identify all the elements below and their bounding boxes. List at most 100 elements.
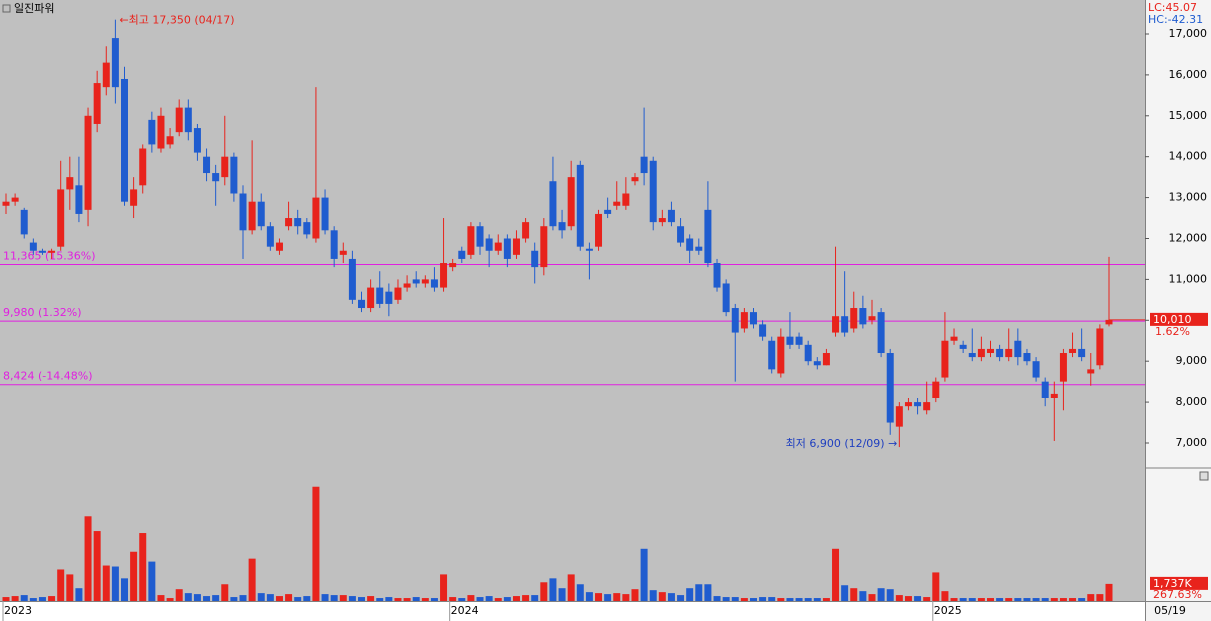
- volume-bar: [57, 569, 65, 601]
- y-tick-label: 9,000: [1176, 354, 1208, 367]
- volume-bar: [622, 594, 630, 601]
- y-tick-label: 11,000: [1169, 272, 1208, 285]
- volume-change: 267.63%: [1153, 588, 1202, 601]
- volume-bar: [148, 561, 156, 601]
- candle-body: [1069, 348, 1077, 354]
- y-tick-label: 7,000: [1176, 436, 1208, 449]
- candle-body: [275, 242, 283, 251]
- volume-bar: [841, 585, 849, 601]
- candle-body: [358, 299, 366, 309]
- candle-body: [303, 222, 311, 235]
- volume-bar: [248, 558, 256, 601]
- volume-bar: [1050, 598, 1058, 601]
- candle-body: [749, 312, 757, 325]
- current-price: 10,010: [1153, 313, 1192, 326]
- volume-bar: [749, 598, 757, 601]
- volume-bar: [914, 596, 922, 601]
- candle-body: [29, 242, 37, 251]
- level-label: 11,365 (15.36%): [3, 249, 96, 262]
- candle-body: [385, 291, 393, 304]
- y-tick-label: 12,000: [1169, 231, 1208, 244]
- volume-bar: [102, 565, 110, 601]
- candle-body: [111, 38, 119, 88]
- candle-body: [2, 201, 10, 206]
- volume-bar: [358, 597, 366, 601]
- candle-body: [895, 406, 903, 427]
- volume-bar: [2, 597, 10, 601]
- volume-bar: [485, 596, 493, 601]
- volume-bar: [440, 574, 448, 601]
- volume-bar: [640, 548, 648, 601]
- candle-body: [996, 348, 1004, 358]
- volume-bar: [449, 597, 457, 601]
- candle-body: [476, 226, 484, 247]
- candle-body: [285, 218, 293, 227]
- candle-body: [777, 336, 785, 374]
- volume-bar: [376, 598, 384, 601]
- volume-bar: [886, 589, 894, 601]
- volume-bar: [403, 598, 411, 601]
- volume-bar: [20, 595, 28, 601]
- candle-body: [731, 308, 739, 333]
- candle-body: [813, 361, 821, 366]
- volume-bar: [394, 598, 402, 601]
- volume-bar: [822, 598, 830, 601]
- candle-body: [503, 238, 511, 259]
- volume-bar: [868, 594, 876, 601]
- candle-body: [1014, 340, 1022, 358]
- menu-box[interactable]: [2, 4, 11, 13]
- price-panel: [0, 0, 1145, 467]
- volume-bar: [512, 596, 520, 601]
- candle-body: [166, 136, 174, 145]
- x-current-label: 05/19: [1154, 604, 1186, 617]
- volume-bar: [385, 597, 393, 601]
- candle-body: [959, 344, 967, 349]
- y-tick-label: 13,000: [1169, 191, 1208, 204]
- candle-body: [1032, 361, 1040, 378]
- volume-bar: [585, 592, 593, 601]
- volume-bar: [722, 597, 730, 601]
- candle-body: [522, 222, 530, 239]
- volume-bar: [312, 486, 320, 601]
- candle-body: [449, 263, 457, 268]
- candle-body: [121, 78, 129, 202]
- candle-body: [822, 353, 830, 366]
- volume-bar: [996, 598, 1004, 601]
- candle-body: [157, 115, 165, 149]
- candle-body: [585, 248, 593, 251]
- candle-body: [950, 336, 958, 341]
- volume-bar: [175, 589, 183, 601]
- candle-body: [1023, 353, 1031, 362]
- candle-body: [968, 353, 976, 358]
- candle-body: [485, 238, 493, 251]
- volume-bar: [631, 589, 639, 601]
- volume-bar: [759, 597, 767, 601]
- volume-bar: [212, 595, 220, 601]
- candle-body: [850, 308, 858, 329]
- volume-bar: [93, 531, 101, 601]
- candle-body: [932, 381, 940, 399]
- volume-bar: [941, 591, 949, 601]
- hc-label: HC:-42.31: [1148, 13, 1203, 26]
- candle-body: [203, 156, 211, 174]
- panel-close[interactable]: [1199, 471, 1209, 481]
- y-tick-label: 16,000: [1169, 68, 1208, 81]
- candle-body: [576, 164, 584, 247]
- volume-bar: [221, 584, 229, 601]
- x-tick-label: 2023: [4, 604, 32, 617]
- candle-body: [631, 177, 639, 182]
- axis-area: [1145, 0, 1211, 621]
- candle-body: [1059, 353, 1067, 382]
- level-label: 8,424 (-14.48%): [3, 370, 92, 383]
- candle-body: [923, 402, 931, 411]
- volume-bar: [986, 598, 994, 601]
- volume-bar: [558, 588, 566, 601]
- x-tick-label: 2024: [451, 604, 479, 617]
- candle-body: [531, 250, 539, 268]
- candle-body: [38, 250, 46, 253]
- candle-body: [348, 258, 356, 300]
- volume-bar: [877, 588, 885, 601]
- candle-body: [795, 336, 803, 345]
- volume-bar: [166, 598, 174, 601]
